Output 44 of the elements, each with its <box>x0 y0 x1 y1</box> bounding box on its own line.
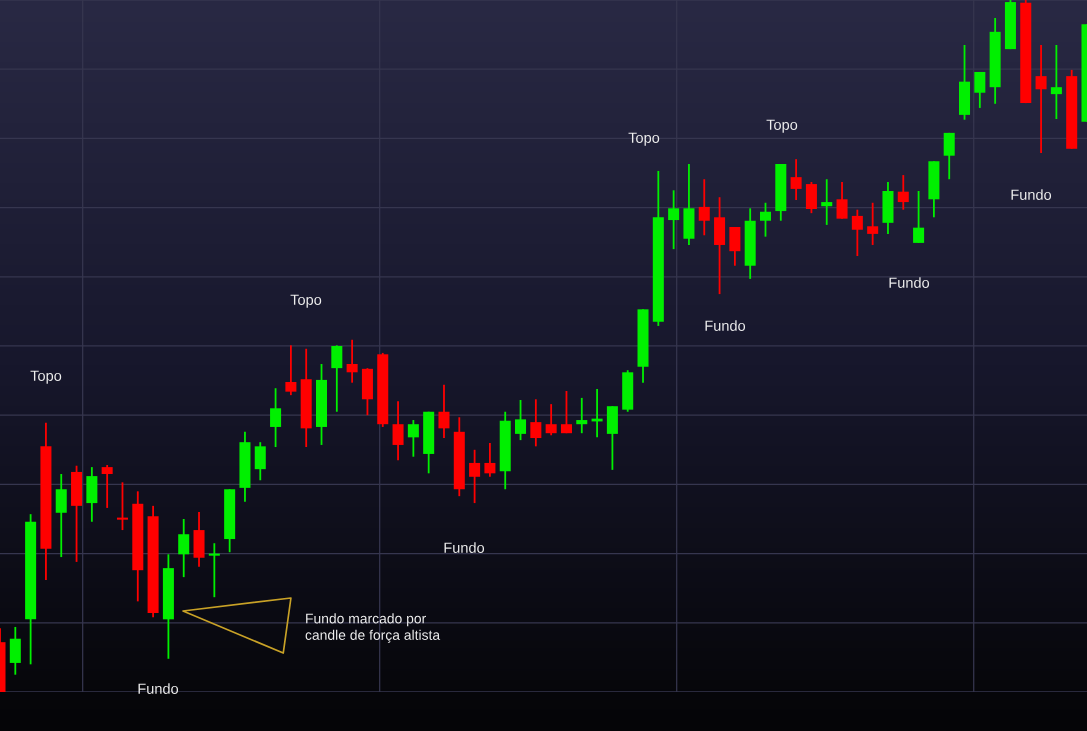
candlestick <box>867 201 879 246</box>
candlestick <box>836 181 848 220</box>
annotation: Fundo <box>444 542 485 553</box>
annotation: Fundo marcado por candle de força altista <box>305 613 441 643</box>
candlestick <box>974 71 986 109</box>
annotation: Fundo <box>889 277 930 288</box>
annotation: Fundo <box>138 683 179 694</box>
candlestick <box>469 448 481 504</box>
candlestick <box>897 174 909 211</box>
candlestick <box>484 441 496 478</box>
annotation: Fundo <box>705 320 746 331</box>
candlestick <box>698 178 710 237</box>
annotation: Topo <box>628 132 660 146</box>
candlestick <box>1050 44 1062 120</box>
candlestick <box>1035 44 1047 154</box>
candlestick <box>515 399 527 442</box>
candlestick <box>55 473 67 558</box>
candlestick <box>438 383 450 439</box>
candlestick <box>530 398 542 448</box>
candlestick <box>560 390 572 435</box>
candlestick <box>851 208 863 257</box>
candlestick <box>331 344 343 413</box>
candlestick <box>346 338 358 384</box>
annotation: Fundo <box>1011 189 1052 200</box>
candlestick <box>285 344 297 397</box>
candlestick <box>407 419 419 458</box>
candlestick <box>759 201 771 238</box>
annotation: Topo <box>290 294 322 308</box>
candlestick <box>178 518 190 579</box>
annotation: Topo <box>30 370 62 384</box>
candlestick <box>668 189 680 251</box>
candlestick <box>790 158 802 201</box>
candlestick <box>208 542 220 599</box>
candlestick <box>913 190 925 244</box>
candlestick <box>943 131 955 181</box>
annotation: Topo <box>766 119 798 133</box>
candlestick <box>101 464 113 509</box>
candlestick <box>545 403 557 437</box>
candlestick <box>254 441 266 482</box>
candlestick <box>270 387 282 448</box>
candlestick <box>821 178 833 226</box>
candlestick <box>576 396 588 435</box>
candlestick <box>392 400 404 462</box>
candlestick <box>116 481 128 531</box>
